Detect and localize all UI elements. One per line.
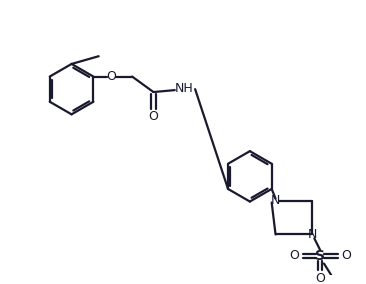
- Text: O: O: [289, 249, 299, 262]
- Text: N: N: [308, 228, 317, 241]
- Text: O: O: [315, 272, 325, 284]
- Text: N: N: [271, 194, 280, 207]
- Text: S: S: [315, 249, 325, 263]
- Text: O: O: [341, 249, 351, 262]
- Text: NH: NH: [175, 82, 194, 95]
- Text: O: O: [106, 70, 116, 83]
- Text: O: O: [149, 110, 158, 123]
